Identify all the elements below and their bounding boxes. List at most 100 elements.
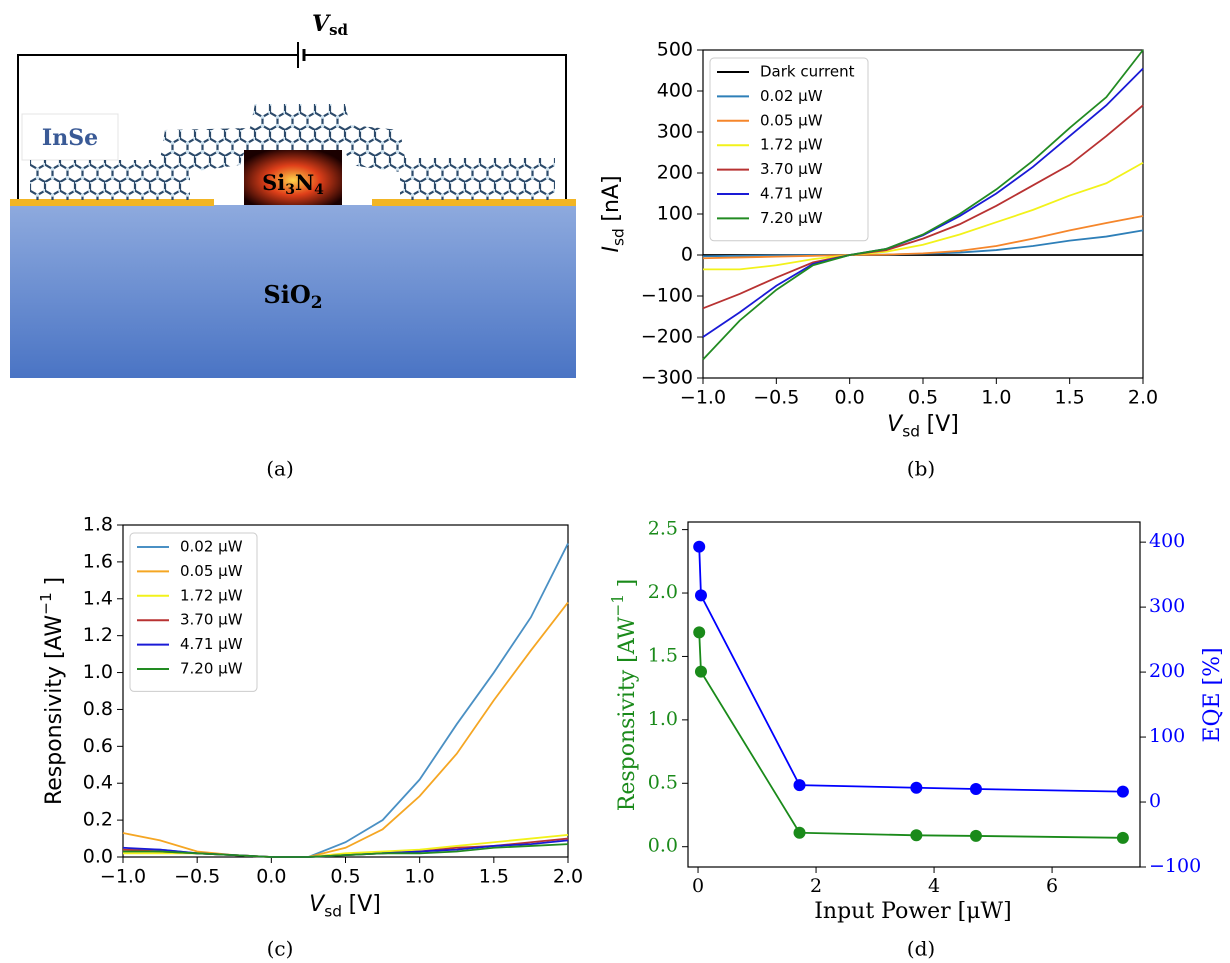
legend-label: 0.02 μW bbox=[760, 87, 823, 105]
caption: (d) bbox=[907, 937, 935, 961]
y-tick-label: −100 bbox=[641, 285, 693, 307]
y-tick-label: 2.0 bbox=[648, 581, 678, 603]
y2-tick-label: 0 bbox=[1149, 790, 1161, 812]
legend-label: 4.71 μW bbox=[180, 635, 243, 653]
caption: (b) bbox=[907, 457, 935, 481]
label-part: N bbox=[295, 170, 314, 195]
y-axis-label: Responsivity [AW−1] bbox=[609, 579, 640, 812]
data-point bbox=[793, 779, 806, 792]
data-point bbox=[1116, 831, 1129, 844]
legend-label: 0.02 μW bbox=[180, 538, 243, 556]
substrate bbox=[10, 205, 576, 378]
legend-label: 3.70 μW bbox=[760, 160, 823, 178]
y2-tick-label: 400 bbox=[1149, 530, 1185, 552]
sub-text: sd bbox=[324, 902, 342, 920]
x-tick-label: −0.5 bbox=[753, 387, 799, 409]
label-part: V bbox=[312, 11, 331, 37]
legend-label: 0.05 μW bbox=[760, 111, 823, 129]
y-tick-label: 2.5 bbox=[648, 518, 678, 540]
data-point bbox=[910, 781, 923, 794]
base-text: EQE [%] bbox=[1200, 647, 1225, 742]
series-line bbox=[702, 49, 1144, 361]
x-tick-label: −0.5 bbox=[174, 866, 220, 888]
series-line bbox=[122, 601, 569, 858]
x-tick-label: 0.5 bbox=[908, 387, 938, 409]
y-tick-label: 1.0 bbox=[83, 661, 113, 683]
x-axis-label: Vsd [V] bbox=[309, 892, 381, 920]
y-tick-label: 1.0 bbox=[648, 708, 678, 730]
x-tick-label: 0 bbox=[692, 875, 704, 897]
series-line bbox=[703, 161, 1144, 271]
x-tick-label: 0.0 bbox=[835, 387, 865, 409]
caption: (a) bbox=[266, 457, 294, 481]
series-line bbox=[702, 104, 1144, 310]
x-tick-label: 6 bbox=[1046, 875, 1058, 897]
chart-panel: 0 2 4 6 0.0 0.5 1.0 1.5 2.0 2.5 −100 0 100 200 300 400 I… bbox=[609, 518, 1225, 961]
data-point bbox=[793, 826, 806, 839]
sup-text: −1 bbox=[37, 592, 55, 615]
data-point bbox=[694, 665, 707, 678]
label-part: 2 bbox=[311, 293, 323, 313]
x-tick-label: 0.5 bbox=[330, 866, 360, 888]
data-point bbox=[910, 829, 923, 842]
y-axis-label: Isd [nA] bbox=[599, 175, 627, 252]
legend-label: 4.71 μW bbox=[760, 185, 823, 203]
y-tick-label: 1.2 bbox=[83, 624, 113, 646]
sub-text: sd bbox=[609, 228, 627, 246]
x-tick-label: 1.0 bbox=[405, 866, 435, 888]
y-tick-label: 1.6 bbox=[83, 550, 113, 572]
y-tick-label: 0.6 bbox=[83, 735, 113, 757]
x-tick-label: −1.0 bbox=[680, 387, 726, 409]
base-text: Input Power [μW] bbox=[814, 899, 1012, 924]
voltage-label: Vsd bbox=[312, 11, 349, 39]
data-point bbox=[693, 626, 706, 639]
y-tick-label: 0.0 bbox=[83, 846, 113, 868]
x-tick-label: 1.5 bbox=[1055, 387, 1085, 409]
electrode bbox=[10, 199, 214, 206]
y-tick-label: −300 bbox=[641, 367, 693, 389]
sub-text: sd bbox=[902, 422, 920, 440]
x-axis-label: Vsd [V] bbox=[887, 412, 959, 440]
y-tick-label: 0.8 bbox=[83, 698, 113, 720]
rest-text: [V] bbox=[349, 892, 381, 917]
x-tick-label: 1.0 bbox=[981, 387, 1011, 409]
data-point bbox=[1116, 785, 1129, 798]
y2-axis-label: EQE [%] bbox=[1200, 647, 1225, 742]
circuit-wire bbox=[17, 54, 567, 200]
y-tick-label: 1.4 bbox=[83, 587, 113, 609]
y-tick-label: 400 bbox=[657, 80, 693, 102]
legend-label: Dark current bbox=[760, 63, 855, 81]
legend-label: 1.72 μW bbox=[760, 136, 823, 154]
inse-flake bbox=[30, 104, 555, 200]
label-part: SiO bbox=[263, 280, 310, 309]
rest-text: [V] bbox=[927, 412, 959, 437]
series-line bbox=[698, 546, 1123, 793]
dielectric-label: Si3N4 bbox=[262, 170, 324, 199]
y-tick-label: 1.8 bbox=[83, 514, 113, 536]
label-part: 3 bbox=[285, 182, 295, 198]
legend-label: 1.72 μW bbox=[180, 586, 243, 604]
legend-box bbox=[709, 57, 869, 242]
electrode bbox=[372, 199, 576, 206]
data-point bbox=[694, 589, 707, 602]
legend-label: 7.20 μW bbox=[760, 209, 823, 227]
y2-tick-label: 200 bbox=[1149, 660, 1185, 682]
y-axis-label: Responsivity [AW−1] bbox=[37, 577, 67, 805]
x-tick-label: 1.5 bbox=[479, 866, 509, 888]
y-tick-label: 300 bbox=[657, 121, 693, 143]
y-tick-label: 0.4 bbox=[83, 772, 113, 794]
y-tick-label: 500 bbox=[657, 39, 693, 61]
x-tick-label: −1.0 bbox=[100, 866, 146, 888]
x-tick-label: 0.0 bbox=[256, 866, 286, 888]
x-tick-label: 2.0 bbox=[553, 866, 583, 888]
chart-panel: −1.0 −0.5 0.0 0.5 1.0 1.5 2.0 0.0 0.2 0.4 0.6 0.8 1.… bbox=[37, 514, 583, 961]
y-tick-label: 0 bbox=[681, 244, 693, 266]
device-diagram: Vsd InSe Si3N4 SiO2 (a) bbox=[10, 11, 576, 481]
legend-label: 7.20 μW bbox=[180, 660, 243, 678]
label-part: 4 bbox=[314, 182, 324, 198]
y-tick-label: 0.5 bbox=[648, 771, 678, 793]
x-axis-label: Input Power [μW] bbox=[814, 899, 1012, 924]
y-tick-label: −200 bbox=[641, 326, 693, 348]
data-point bbox=[969, 783, 982, 796]
